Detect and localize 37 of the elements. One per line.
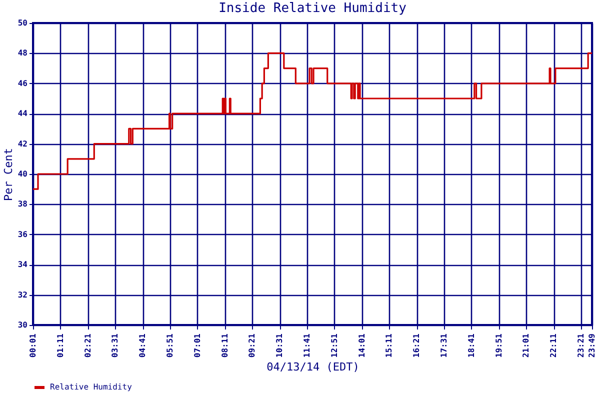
x-tick-label: 16:21 (412, 333, 422, 358)
x-tick-label: 02:21 (83, 333, 92, 358)
x-tick-label: 19:51 (494, 333, 504, 358)
y-tick-label: 32 (18, 290, 28, 300)
x-tick-label: 04:41 (138, 333, 148, 358)
y-tick-label: 36 (18, 230, 28, 239)
x-tick-label: 12:51 (330, 333, 339, 358)
x-tick-label: 08:11 (220, 333, 230, 358)
x-tick-label: 01:11 (56, 333, 65, 358)
y-tick-label: 48 (18, 48, 28, 58)
x-tick-label: 17:31 (440, 333, 449, 358)
x-tick-label: 00:01 (28, 333, 38, 358)
y-tick-label: 44 (18, 109, 28, 118)
y-tick-label: 38 (18, 200, 28, 209)
x-tick-label: 11:41 (302, 333, 312, 358)
x-tick-label: 05:51 (166, 333, 174, 358)
x-tick-label: 21:01 (522, 333, 531, 358)
x-tick-label: 18:41 (466, 333, 476, 358)
y-axis-title: Per Cent (2, 148, 15, 201)
y-tick-label: 50 (18, 18, 28, 28)
y-tick-label: 30 (18, 320, 28, 330)
y-tick-label: 34 (18, 260, 28, 270)
x-tick-label: 09:21 (248, 333, 257, 358)
y-tick-label: 46 (18, 78, 28, 88)
x-tick-label: 23:21 (576, 333, 586, 358)
y-tick-label: 42 (18, 139, 28, 148)
x-tick-label: 03:31 (110, 333, 120, 358)
legend-label: Relative Humidity (50, 382, 132, 392)
x-tick-label: 07:01 (192, 333, 202, 358)
chart-title: Inside Relative Humidity (218, 1, 407, 16)
x-axis-title: 04/13/14 (EDT) (266, 360, 360, 374)
x-tick-label: 10:31 (275, 333, 284, 358)
y-tick-label: 40 (18, 170, 28, 178)
x-tick-label: 15:11 (384, 333, 394, 358)
x-tick-label: 23:49 (588, 333, 596, 358)
x-tick-label: 22:11 (549, 333, 558, 358)
x-tick-label: 14:01 (357, 333, 366, 358)
